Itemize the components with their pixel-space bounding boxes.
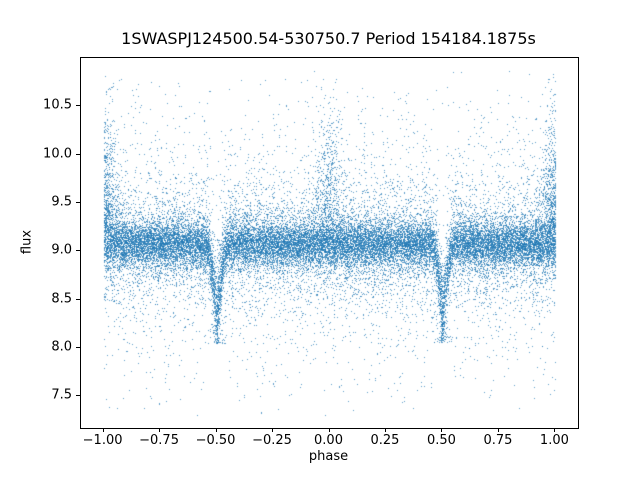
x-tick-label: −0.50 [195, 433, 236, 448]
x-tick-label: 1.00 [539, 433, 569, 448]
x-tick-label: −0.25 [252, 433, 292, 448]
y-tick-label: 7.5 [51, 387, 72, 403]
x-tick-mark [554, 428, 556, 432]
x-tick-mark [159, 428, 161, 432]
y-tick-label: 10.5 [43, 97, 72, 113]
x-tick-label: 0.25 [370, 433, 400, 448]
y-tick-mark [76, 298, 80, 300]
x-tick-mark [497, 428, 499, 432]
x-tick-label: 0.75 [483, 433, 513, 448]
x-tick-mark [384, 428, 386, 432]
x-tick-mark [328, 428, 330, 432]
x-tick-label: 0.00 [314, 433, 343, 448]
x-tick-label: −0.75 [139, 433, 179, 448]
x-tick-mark [102, 428, 104, 432]
y-tick-mark [76, 346, 80, 348]
y-tick-mark [76, 201, 80, 203]
x-tick-mark [441, 428, 443, 432]
y-tick-label: 9.0 [51, 242, 72, 258]
x-tick-mark [215, 428, 217, 432]
y-tick-label: 10.0 [43, 146, 72, 162]
plot-title: 1SWASPJ124500.54-530750.7 Period 154184.… [121, 29, 536, 48]
x-tick-label: −1.00 [82, 433, 123, 448]
y-tick-mark [76, 105, 80, 107]
x-tick-label: 0.50 [426, 433, 456, 448]
axes-frame [80, 57, 579, 429]
x-axis-label: phase [308, 449, 349, 464]
y-tick-mark [76, 395, 80, 397]
x-tick-mark [272, 428, 274, 432]
y-axis-label: flux [19, 229, 35, 255]
scatter-points-canvas [81, 58, 578, 428]
y-tick-mark [76, 250, 80, 252]
y-tick-label: 9.5 [51, 194, 72, 210]
y-tick-mark [76, 153, 80, 155]
y-tick-label: 8.0 [51, 339, 72, 355]
y-tick-label: 8.5 [51, 291, 72, 306]
